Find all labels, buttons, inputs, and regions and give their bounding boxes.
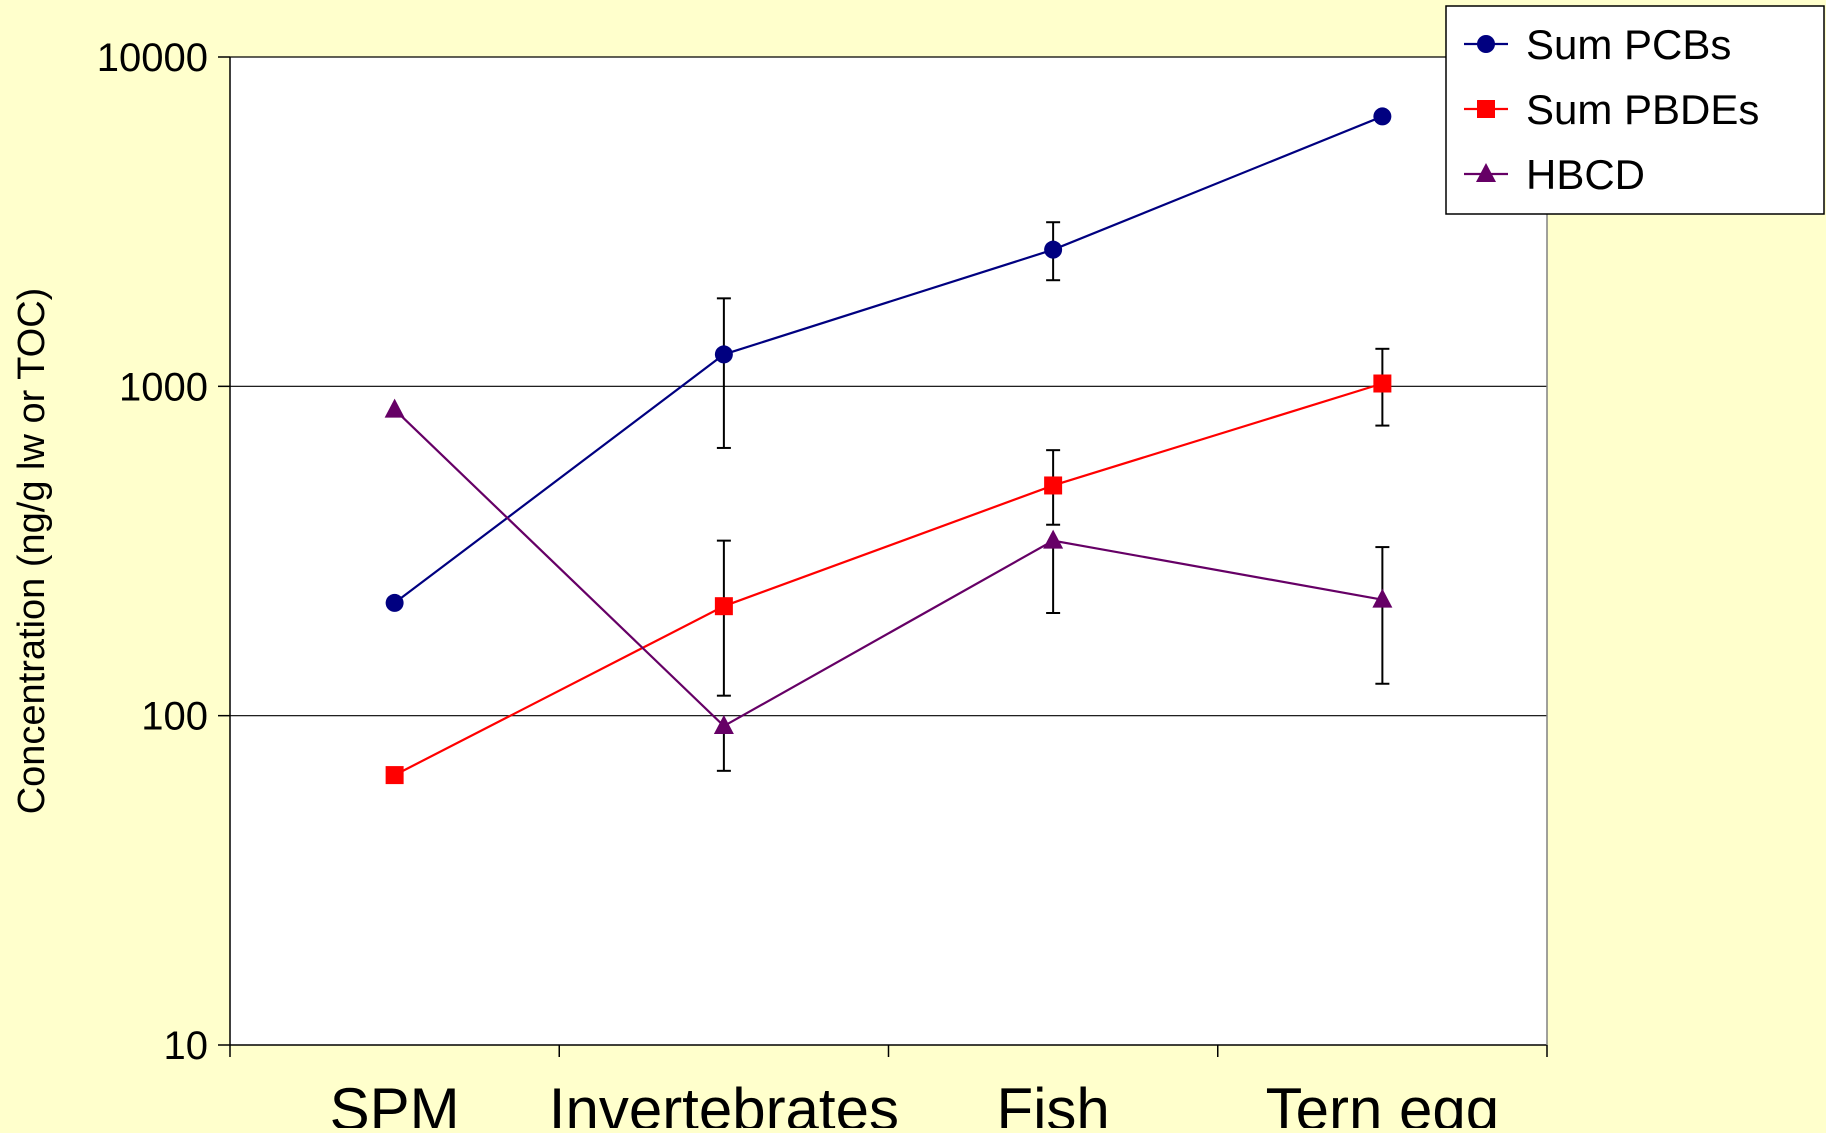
data-point (714, 597, 733, 616)
legend-label: Sum PCBs (1526, 21, 1731, 68)
series-sum-pcbs (385, 107, 1392, 612)
data-point (713, 715, 734, 735)
x-tick-label: Invertebrates (549, 1076, 899, 1128)
data-point (1044, 240, 1063, 259)
y-tick-label: 10000 (97, 36, 208, 80)
series (384, 107, 1393, 785)
legend: Sum PCBs Sum PBDEs HBCD (1445, 5, 1825, 215)
data-point (1373, 107, 1392, 126)
y-tick-label: 1000 (119, 365, 208, 409)
series-line (393, 115, 1383, 604)
data-point (385, 766, 404, 785)
legend-item: HBCD (1464, 151, 1645, 198)
legend-label: HBCD (1526, 151, 1645, 198)
plot-area (230, 57, 1547, 1045)
series-sum-pbdes (385, 347, 1392, 785)
series-hbcd (384, 398, 1393, 772)
gridlines (230, 56, 1547, 717)
data-point (384, 398, 405, 418)
data-point (385, 593, 404, 612)
series-line (393, 408, 1383, 728)
legend-marker (1477, 35, 1495, 53)
data-point (714, 345, 733, 364)
legend-marker (1476, 163, 1496, 182)
legend-box (1445, 5, 1825, 215)
y-tick-label: 100 (141, 695, 208, 739)
legend-label: Sum PBDEs (1526, 86, 1759, 133)
x-tick-label: Tern egg (1266, 1076, 1500, 1128)
data-point (1043, 529, 1064, 549)
legend-item: Sum PCBs (1464, 21, 1731, 68)
data-point (1044, 476, 1063, 495)
data-point (1372, 588, 1393, 608)
x-tick-label: Fish (996, 1076, 1109, 1128)
y-axis-label: Concentration (ng/g lw or TOC) (11, 288, 53, 815)
legend-marker (1477, 100, 1495, 118)
data-point (1373, 374, 1392, 393)
y-tick-label: 10 (164, 1024, 209, 1068)
x-tick-label: SPM (330, 1076, 460, 1128)
legend-item: Sum PBDEs (1464, 86, 1759, 133)
series-line (394, 382, 1383, 777)
ticks: 10 100 1000 10000 SPM Invertebrates Fish Tern e… (97, 36, 1548, 1133)
